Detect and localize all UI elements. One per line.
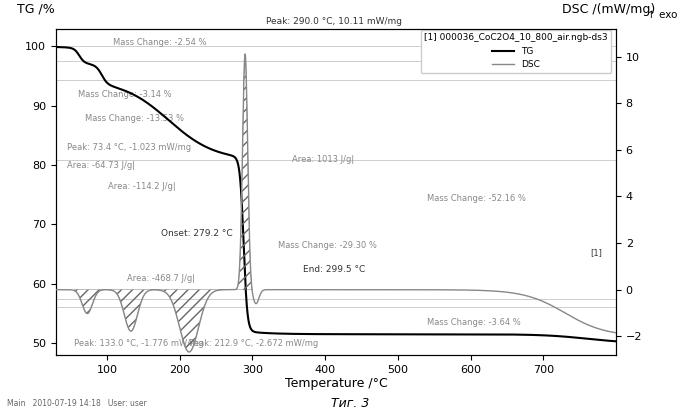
Text: Onset: 279.2 °C: Onset: 279.2 °C	[162, 229, 233, 238]
Text: Mass Change: -29.30 %: Mass Change: -29.30 %	[278, 241, 377, 250]
Text: DSC /(mW/mg): DSC /(mW/mg)	[562, 2, 655, 16]
Text: Mass Change: -2.54 %: Mass Change: -2.54 %	[113, 38, 206, 47]
Text: ↑ exo: ↑ exo	[647, 10, 677, 20]
Text: Peak: 73.4 °C, -1.023 mW/mg: Peak: 73.4 °C, -1.023 mW/mg	[67, 143, 191, 152]
Text: Area: -114.2 J/g|: Area: -114.2 J/g|	[108, 182, 176, 191]
Text: [1]: [1]	[590, 248, 602, 257]
Text: Mass Change: -52.16 %: Mass Change: -52.16 %	[427, 194, 526, 203]
Text: Mass Change: -13.53 %: Mass Change: -13.53 %	[85, 113, 184, 122]
Text: Τиг. 3: Τиг. 3	[331, 397, 369, 408]
Text: End: 299.5 °C: End: 299.5 °C	[303, 265, 365, 274]
X-axis label: Temperature /°C: Temperature /°C	[285, 377, 387, 390]
Text: Mass Change: -3.64 %: Mass Change: -3.64 %	[427, 318, 521, 327]
Legend: TG, DSC: TG, DSC	[421, 30, 612, 73]
Text: Area: 1013 J/g|: Area: 1013 J/g|	[293, 155, 355, 164]
Text: Area: -64.73 J/g|: Area: -64.73 J/g|	[67, 161, 135, 170]
Text: TG /%: TG /%	[17, 2, 55, 16]
Text: Main   2010-07-19 14:18   User: user: Main 2010-07-19 14:18 User: user	[7, 399, 147, 408]
Text: Peak: 290.0 °C, 10.11 mW/mg: Peak: 290.0 °C, 10.11 mW/mg	[266, 17, 402, 26]
Text: Area: -468.7 J/g|: Area: -468.7 J/g|	[127, 274, 195, 283]
Text: Peak: 133.0 °C, -1.776 mW/mg: Peak: 133.0 °C, -1.776 mW/mg	[74, 339, 204, 348]
Text: Peak: 212.9 °C, -2.672 mW/mg: Peak: 212.9 °C, -2.672 mW/mg	[189, 339, 318, 348]
Text: Mass Change: -3.14 %: Mass Change: -3.14 %	[78, 90, 172, 99]
